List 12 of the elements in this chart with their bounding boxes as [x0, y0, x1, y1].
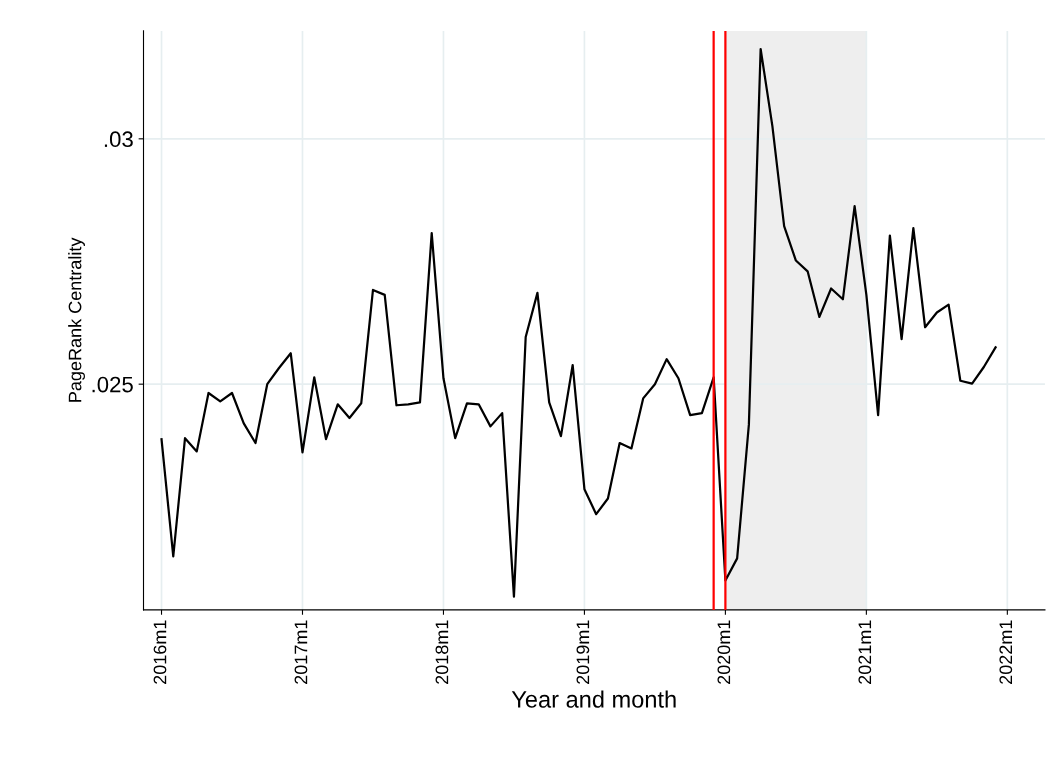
- x-tick-label: 2019m1: [576, 620, 590, 684]
- line-series: [160, 47, 997, 598]
- x-tick-label: 2017m1: [294, 620, 308, 684]
- x-axis-title: Year and month: [511, 690, 676, 708]
- x-tick-label: 2016m1: [153, 620, 167, 684]
- x-tick-label: 2018m1: [435, 620, 449, 684]
- x-tick-label: 2020m1: [717, 620, 731, 684]
- x-tick-label: 2021m1: [858, 620, 872, 684]
- x-tick-label: 2022m1: [999, 620, 1013, 684]
- y-tick-label: .03: [104, 131, 133, 148]
- y-tick-label: .025: [92, 376, 133, 393]
- y-axis-title: PageRank Centrality: [68, 237, 85, 402]
